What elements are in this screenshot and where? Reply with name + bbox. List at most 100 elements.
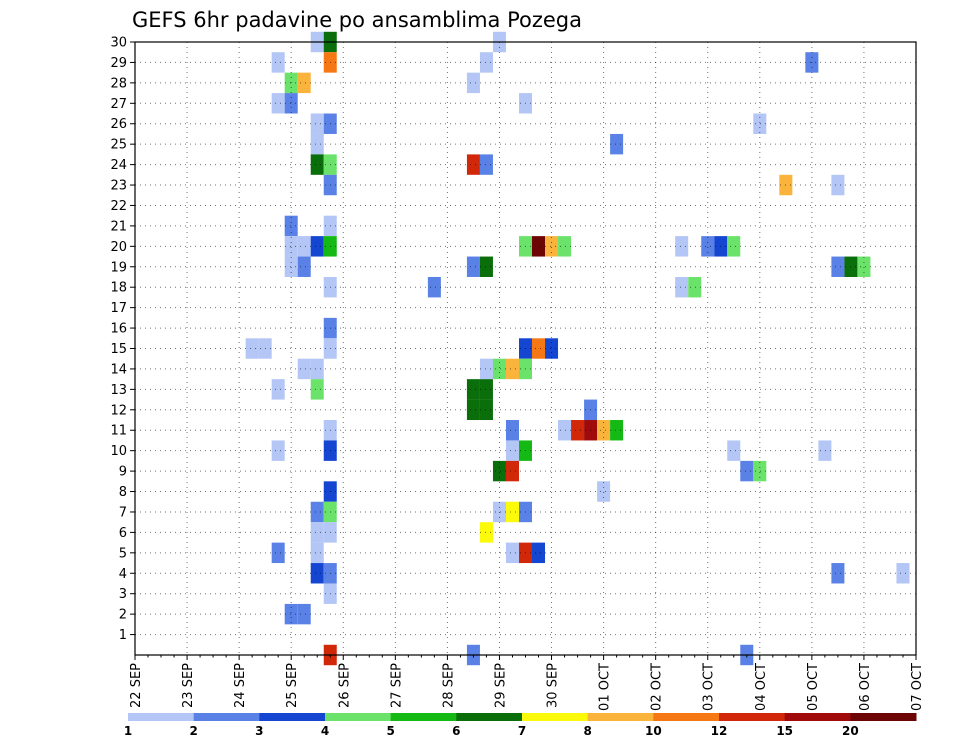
heatmap-cell: [831, 174, 845, 196]
heatmap-cell: [479, 358, 493, 380]
heatmap-cell: [271, 93, 285, 114]
x-tick-label: 06 OCT: [858, 663, 873, 711]
heatmap-cell: [310, 501, 324, 523]
heatmap-cell: [505, 460, 519, 482]
heatmap-cell: [427, 276, 441, 298]
heatmap-cell: [896, 563, 910, 584]
colorbar-label: 4: [321, 724, 329, 738]
heatmap-cell: [597, 420, 611, 441]
heatmap-cell: [740, 460, 754, 482]
x-tick-label: 03 OCT: [702, 663, 717, 711]
heatmap-cell: [532, 236, 546, 257]
heatmap-cell: [479, 399, 493, 421]
heatmap-cell: [297, 236, 311, 257]
heatmap-cell: [558, 236, 572, 257]
y-tick-label: 21: [110, 219, 127, 234]
y-tick-label: 12: [110, 403, 127, 418]
y-tick-label: 27: [110, 97, 127, 112]
y-tick-label: 26: [110, 117, 127, 132]
x-tick-label: 22 SEP: [129, 663, 144, 708]
colorbar-label: 1: [124, 724, 132, 738]
heatmap-cell: [245, 338, 259, 359]
heatmap-cell: [310, 236, 324, 257]
heatmap-cells: [245, 31, 910, 666]
x-tick-label: 29 SEP: [493, 663, 508, 708]
heatmap-cell: [727, 440, 741, 461]
heatmap-cell: [466, 379, 480, 400]
heatmap-cell: [857, 256, 871, 277]
colorbar-swatch: [587, 713, 654, 721]
heatmap-cell: [479, 52, 493, 73]
heatmap-cell: [675, 236, 689, 257]
y-axis: 1234567891011121314151617181920212223242…: [110, 36, 135, 643]
colorbar-label: 8: [583, 724, 591, 738]
colorbar-swatch: [784, 713, 851, 721]
y-tick-label: 29: [110, 56, 127, 71]
colorbar-swatch: [719, 713, 786, 721]
heatmap-cell: [297, 603, 311, 625]
heatmap-cell: [505, 542, 519, 564]
colorbar-swatch: [259, 713, 326, 721]
y-tick-label: 8: [119, 485, 127, 500]
x-tick-label: 01 OCT: [598, 663, 613, 711]
y-tick-label: 18: [110, 281, 127, 296]
colorbar-swatch: [325, 713, 392, 721]
y-tick-label: 30: [110, 36, 127, 51]
y-tick-label: 10: [110, 444, 127, 459]
heatmap-cell: [831, 256, 845, 277]
x-tick-label: 24 SEP: [233, 663, 248, 708]
y-tick-label: 4: [119, 567, 127, 582]
y-tick-label: 20: [110, 240, 127, 255]
colorbar-swatch: [193, 713, 260, 721]
heatmap-cell: [688, 276, 702, 298]
y-tick-label: 2: [119, 608, 127, 623]
heatmap-cell: [753, 113, 767, 134]
heatmap-cell: [505, 358, 519, 380]
y-tick-label: 14: [110, 362, 127, 377]
heatmap-cell: [479, 522, 493, 543]
heatmap-cell: [532, 338, 546, 359]
heatmap-cell: [310, 379, 324, 400]
heatmap-cell: [571, 420, 585, 441]
heatmap-cell: [297, 256, 311, 277]
x-tick-label: 04 OCT: [754, 663, 769, 711]
y-tick-label: 6: [119, 526, 127, 541]
colorbar-swatch: [390, 713, 457, 721]
heatmap-cell: [466, 256, 480, 277]
colorbar-label: 10: [645, 724, 662, 738]
heatmap-cell: [310, 522, 324, 543]
colorbar-swatch: [522, 713, 589, 721]
heatmap-cell: [545, 338, 559, 359]
colorbar-label: 12: [711, 724, 728, 738]
heatmap-cell: [492, 358, 506, 380]
heatmap-cell: [727, 236, 741, 257]
heatmap-cell: [284, 236, 298, 257]
colorbar-swatch: [128, 713, 195, 721]
heatmap-cell: [818, 440, 832, 461]
colorbar-swatch: [850, 713, 917, 721]
colorbar-label: 7: [518, 724, 526, 738]
y-tick-label: 1: [119, 628, 127, 643]
y-tick-label: 7: [119, 505, 127, 520]
colorbar-label: 5: [386, 724, 394, 738]
x-tick-label: 07 OCT: [910, 663, 925, 711]
heatmap-cell: [310, 563, 324, 584]
x-tick-label: 30 SEP: [546, 663, 561, 708]
heatmap-cell: [610, 133, 624, 155]
heatmap-cell: [297, 358, 311, 380]
colorbar-swatch: [456, 713, 523, 721]
x-tick-label: 26 SEP: [337, 663, 352, 708]
heatmap-cell: [284, 603, 298, 625]
heatmap-cell: [492, 460, 506, 482]
heatmap-cell: [492, 501, 506, 523]
y-tick-label: 22: [110, 199, 127, 214]
y-tick-label: 13: [110, 383, 127, 398]
heatmap-cell: [284, 215, 298, 237]
y-tick-label: 23: [110, 179, 127, 194]
heatmap-cell: [284, 93, 298, 114]
heatmap-cell: [466, 154, 480, 175]
x-tick-label: 05 OCT: [806, 663, 821, 711]
y-tick-label: 24: [110, 158, 127, 173]
y-tick-label: 25: [110, 138, 127, 153]
